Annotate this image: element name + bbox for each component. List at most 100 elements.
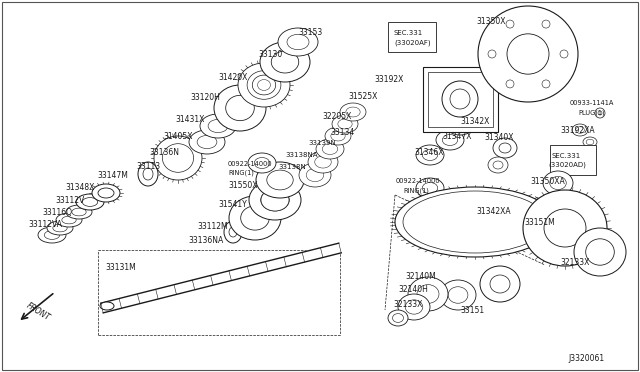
Text: 31420X: 31420X [218, 73, 248, 82]
Text: RING(1): RING(1) [228, 170, 254, 176]
Ellipse shape [76, 194, 104, 210]
Ellipse shape [478, 6, 578, 102]
Bar [388, 22, 436, 52]
Ellipse shape [247, 71, 281, 99]
Ellipse shape [260, 42, 310, 82]
Ellipse shape [214, 85, 266, 131]
Text: 31347X: 31347X [442, 132, 472, 141]
Ellipse shape [299, 163, 331, 187]
Ellipse shape [267, 170, 293, 190]
Ellipse shape [224, 221, 242, 243]
Ellipse shape [572, 124, 588, 136]
Circle shape [542, 80, 550, 88]
Ellipse shape [388, 310, 408, 326]
Text: 31350XA: 31350XA [530, 177, 564, 186]
Ellipse shape [56, 213, 82, 227]
Text: 33138N: 33138N [278, 164, 306, 170]
Text: 31348X: 31348X [65, 183, 94, 192]
Text: 31346X: 31346X [414, 148, 444, 157]
Ellipse shape [38, 227, 66, 243]
Ellipse shape [332, 115, 358, 133]
Ellipse shape [550, 176, 566, 190]
Ellipse shape [260, 189, 289, 211]
Text: 32140H: 32140H [398, 285, 428, 294]
Ellipse shape [261, 189, 289, 211]
Ellipse shape [229, 227, 237, 237]
Text: 32133X: 32133X [393, 300, 422, 309]
Text: 32140M: 32140M [405, 272, 436, 281]
Text: 31405X: 31405X [163, 132, 193, 141]
Ellipse shape [189, 130, 225, 154]
Circle shape [598, 111, 602, 115]
Polygon shape [100, 243, 341, 313]
Text: 00933-1141A: 00933-1141A [570, 100, 614, 106]
Ellipse shape [287, 34, 309, 50]
Text: PLUG(1): PLUG(1) [578, 109, 605, 115]
Ellipse shape [440, 280, 476, 310]
Ellipse shape [543, 171, 573, 195]
Ellipse shape [83, 198, 98, 206]
Text: 33134: 33134 [330, 128, 355, 137]
Circle shape [595, 108, 605, 118]
Bar [428, 72, 493, 127]
Ellipse shape [72, 208, 86, 216]
Text: 32205X: 32205X [322, 112, 351, 121]
Text: 33139N: 33139N [308, 140, 336, 146]
Text: 32133X: 32133X [560, 258, 589, 267]
Bar [423, 67, 498, 132]
Text: 33112VA: 33112VA [28, 220, 62, 229]
Ellipse shape [271, 51, 299, 73]
Ellipse shape [98, 188, 114, 198]
Ellipse shape [197, 135, 217, 148]
Ellipse shape [586, 139, 594, 145]
Ellipse shape [143, 168, 153, 180]
Text: 33113: 33113 [136, 162, 160, 171]
Ellipse shape [490, 275, 510, 293]
Text: 33116Q: 33116Q [42, 208, 72, 217]
Ellipse shape [436, 130, 464, 150]
Ellipse shape [308, 151, 338, 173]
Ellipse shape [254, 157, 269, 169]
Ellipse shape [257, 80, 271, 90]
Text: 33153: 33153 [298, 28, 323, 37]
Ellipse shape [544, 209, 586, 247]
Text: RING(1): RING(1) [403, 187, 429, 193]
Text: 31550X: 31550X [228, 181, 257, 190]
Ellipse shape [403, 191, 547, 253]
Text: 33130: 33130 [258, 50, 282, 59]
Ellipse shape [422, 183, 438, 193]
Ellipse shape [493, 161, 503, 169]
Text: 33192X: 33192X [374, 75, 403, 84]
Text: 31342X: 31342X [460, 117, 490, 126]
Circle shape [542, 20, 550, 28]
Ellipse shape [249, 180, 301, 220]
Ellipse shape [62, 216, 76, 224]
Text: 33138NA: 33138NA [285, 152, 317, 158]
Ellipse shape [416, 145, 444, 165]
Text: 31431X: 31431X [175, 115, 204, 124]
Text: 33131M: 33131M [105, 263, 136, 272]
Ellipse shape [66, 205, 92, 219]
Ellipse shape [252, 75, 276, 95]
Ellipse shape [208, 119, 228, 132]
Ellipse shape [488, 157, 508, 173]
Ellipse shape [398, 294, 430, 320]
Ellipse shape [163, 144, 193, 172]
Ellipse shape [422, 150, 438, 160]
Circle shape [506, 20, 514, 28]
Text: SEC.331: SEC.331 [394, 30, 423, 36]
Bar [550, 145, 596, 175]
Ellipse shape [448, 287, 468, 303]
Ellipse shape [392, 314, 403, 323]
Ellipse shape [340, 103, 366, 121]
Ellipse shape [442, 135, 458, 145]
Ellipse shape [154, 136, 202, 180]
Ellipse shape [480, 266, 520, 302]
Ellipse shape [248, 153, 276, 173]
Ellipse shape [315, 156, 332, 168]
Ellipse shape [493, 138, 517, 158]
Text: 00922-14000: 00922-14000 [396, 178, 440, 184]
Ellipse shape [316, 139, 344, 159]
Ellipse shape [229, 196, 281, 240]
Ellipse shape [278, 28, 318, 56]
